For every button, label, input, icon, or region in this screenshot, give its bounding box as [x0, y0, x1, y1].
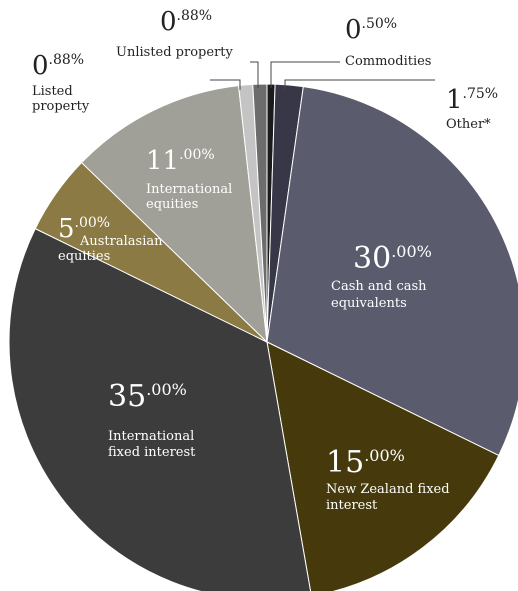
slice-name-unlisted-property: Unlisted property — [116, 45, 234, 60]
slice-percent-listed-property: 0.88% — [32, 51, 84, 81]
pie-slice-intl-fixed — [8, 227, 312, 591]
slice-percent-nz-fixed: 15.00% — [326, 445, 405, 480]
leader-other — [284, 79, 435, 90]
slice-name-listed-property: Listed property — [32, 84, 90, 114]
label-commodities: 0.50% Commodities — [345, 15, 431, 69]
slice-percent-intl-equities: 11.00% — [146, 146, 215, 176]
pie-slices — [8, 83, 518, 591]
label-cash: 30.00%Cash and cash equivalents — [331, 241, 432, 311]
label-nz-fixed: 15.00%New Zealand fixed interest — [326, 445, 450, 513]
slice-percent-commodities: 0.50% — [345, 15, 397, 45]
label-other: 1.75% Other* — [446, 85, 498, 132]
slice-name-intl-fixed: International fixed interest — [108, 429, 196, 460]
label-listed-property: 0.88%Listed property — [32, 51, 90, 114]
slice-percent-unlisted-property: 0.88% — [160, 7, 212, 37]
slice-percent-other: 1.75% — [446, 85, 498, 115]
slice-name-nz-fixed: New Zealand fixed interest — [326, 482, 450, 513]
slice-name-aus-equities: Australasian equities — [58, 234, 163, 264]
pie-slice-intl-equities — [80, 85, 268, 344]
label-aus-equities: 5.00%Australasian equities — [58, 214, 163, 264]
slice-name-cash: Cash and cash equivalents — [331, 279, 427, 311]
leader-unlisted-property — [250, 61, 259, 88]
pie-slice-nz-fixed — [266, 341, 500, 591]
slice-percent-aus-equities: 5.00% — [58, 214, 110, 244]
slice-percent-cash: 30.00% — [353, 241, 432, 276]
slice-name-intl-equities: International equities — [146, 182, 232, 212]
pie-slice-cash — [266, 86, 518, 457]
label-unlisted-property: 0.88% Unlisted property — [116, 7, 234, 60]
slice-percent-intl-fixed: 35.00% — [108, 379, 187, 414]
leader-listed-property — [210, 79, 241, 90]
leader-lines — [210, 61, 435, 90]
label-intl-fixed: 35.00% International fixed interest — [108, 379, 196, 460]
leader-commodities — [270, 61, 340, 88]
label-intl-equities: 11.00% International equities — [146, 146, 232, 212]
slice-labels: 0.50% Commodities 1.75% Other* 30.00%Cash an… — [32, 7, 498, 513]
pie-slice-unlisted-property — [252, 83, 268, 343]
slice-name-other: Other* — [446, 117, 491, 132]
slice-name-commodities: Commodities — [345, 54, 431, 69]
